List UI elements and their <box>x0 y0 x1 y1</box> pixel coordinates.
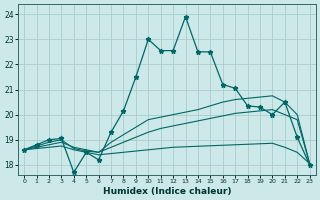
X-axis label: Humidex (Indice chaleur): Humidex (Indice chaleur) <box>103 187 231 196</box>
